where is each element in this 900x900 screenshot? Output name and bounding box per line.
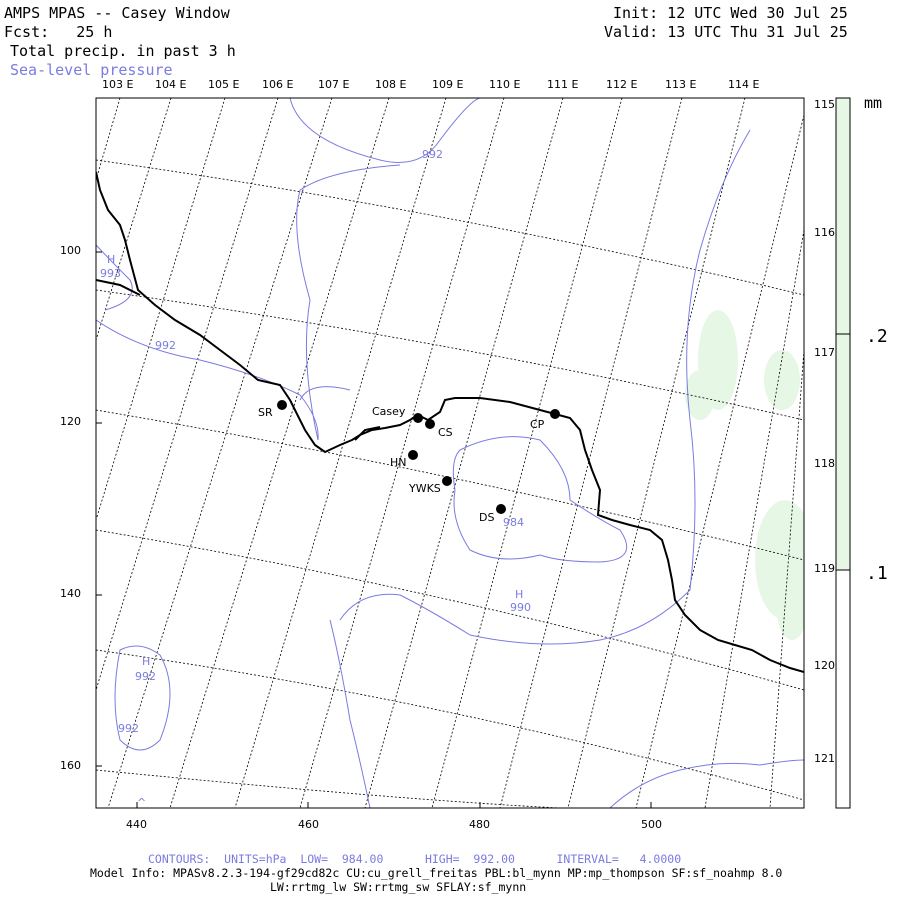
station-label: HN bbox=[390, 456, 407, 469]
colorbar-label: .1 bbox=[866, 563, 888, 584]
y-tick: 120 bbox=[60, 415, 81, 428]
valid-time: Valid: 13 UTC Thu 31 Jul 25 bbox=[604, 23, 848, 41]
lon-label: 104 E bbox=[155, 78, 187, 91]
contour-label: 992 bbox=[118, 722, 139, 735]
station-marker bbox=[442, 476, 452, 486]
axis-ticks bbox=[96, 251, 652, 808]
model-info: Model Info: MPASv8.2.3-194-gf29cd82c CU:… bbox=[90, 866, 783, 880]
contour-label: 992 bbox=[135, 670, 156, 683]
station-label: DS bbox=[479, 511, 494, 524]
lon-label: 106 E bbox=[262, 78, 294, 91]
high-marker: H bbox=[515, 588, 523, 601]
colorbar-unit: mm bbox=[864, 94, 883, 112]
station-label: CS bbox=[438, 426, 453, 439]
station-marker bbox=[277, 400, 287, 410]
contour-label: 992 bbox=[422, 148, 443, 161]
lon-label: 110 E bbox=[489, 78, 521, 91]
x-tick: 440 bbox=[126, 818, 147, 831]
map-frame bbox=[95, 97, 805, 809]
x-tick: 460 bbox=[298, 818, 319, 831]
x-tick: 500 bbox=[641, 818, 662, 831]
map-title: AMPS MPAS -- Casey Window bbox=[4, 4, 230, 22]
lon-label: 112 E bbox=[606, 78, 638, 91]
y-tick: 100 bbox=[60, 244, 81, 257]
station-label: Casey bbox=[372, 405, 406, 418]
lon-label: 109 E bbox=[432, 78, 464, 91]
station-marker bbox=[425, 419, 435, 429]
contour-info: CONTOURS: UNITS=hPa LOW= 984.00 HIGH= 99… bbox=[148, 852, 682, 866]
precip-shading bbox=[685, 310, 804, 640]
meridian-lines bbox=[96, 98, 804, 808]
station-marker bbox=[550, 409, 560, 419]
station-marker bbox=[413, 413, 423, 423]
station-label: SR bbox=[258, 406, 273, 419]
pressure-contours bbox=[96, 98, 804, 808]
field-label: Total precip. in past 3 h bbox=[10, 42, 236, 60]
lon-label: 113 E bbox=[665, 78, 697, 91]
y-tick: 160 bbox=[60, 759, 81, 772]
overlay-label: Sea-level pressure bbox=[10, 61, 173, 79]
station-label: CP bbox=[530, 418, 545, 431]
station-label: YWKS bbox=[408, 482, 441, 495]
forecast-hour: Fcst: 25 h bbox=[4, 23, 113, 41]
colorbar-label: .2 bbox=[866, 326, 888, 347]
colorbar bbox=[835, 97, 851, 809]
lon-label: 107 E bbox=[318, 78, 350, 91]
contour-label: 993 bbox=[100, 267, 121, 280]
init-time: Init: 12 UTC Wed 30 Jul 25 bbox=[613, 4, 848, 22]
contour-label: 984 bbox=[503, 516, 524, 529]
stations bbox=[277, 400, 560, 514]
lon-label: 114 E bbox=[728, 78, 760, 91]
x-tick: 480 bbox=[469, 818, 490, 831]
contour-mark: ^ bbox=[137, 796, 146, 809]
station-marker bbox=[408, 450, 418, 460]
lon-label: 108 E bbox=[375, 78, 407, 91]
lon-label: 105 E bbox=[208, 78, 240, 91]
station-marker bbox=[496, 504, 506, 514]
lon-label: 111 E bbox=[547, 78, 579, 91]
model-info-line2: LW:rrtmg_lw SW:rrtmg_sw SFLAY:sf_mynn bbox=[270, 880, 527, 894]
y-tick: 140 bbox=[60, 587, 81, 600]
coastline bbox=[96, 171, 804, 673]
contour-label: 992 bbox=[155, 339, 176, 352]
lon-label: 103 E bbox=[102, 78, 134, 91]
high-marker: H bbox=[107, 253, 115, 266]
contour-label: 990 bbox=[510, 601, 531, 614]
high-marker: H bbox=[142, 655, 150, 668]
